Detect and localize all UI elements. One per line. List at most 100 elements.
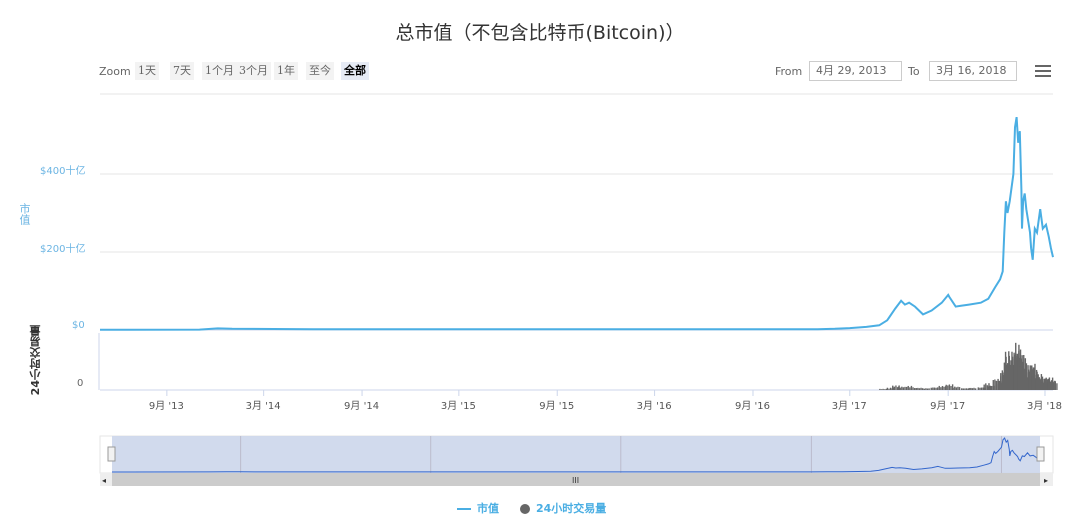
- xtick-label: 9月 '13: [148, 401, 184, 412]
- volume-bar: [964, 388, 966, 390]
- volume-bar: [897, 386, 900, 390]
- volume-bar: [1051, 381, 1053, 390]
- volume-bar: [1036, 378, 1039, 390]
- volume-bar: [1031, 376, 1034, 390]
- volume-bar: [982, 387, 984, 390]
- volume-bar: [892, 385, 894, 390]
- volume-bar: [1056, 383, 1058, 390]
- ytick-label: $400十亿: [40, 166, 86, 177]
- volume-bar: [879, 388, 881, 390]
- volume-bar: [985, 383, 987, 390]
- volume-bar: [1000, 373, 1002, 390]
- volume-bar: [940, 387, 942, 390]
- volume-bar: [910, 385, 913, 390]
- to-date-input[interactable]: 3月 16, 2018: [929, 61, 1017, 81]
- volume-bar: [1018, 352, 1020, 390]
- volume-bar: [973, 387, 975, 390]
- volume-bar: [932, 387, 934, 390]
- volume-bar: [930, 387, 932, 390]
- market-cap-line: [99, 116, 1054, 331]
- to-label: To: [908, 65, 920, 78]
- volume-bar: [977, 387, 980, 390]
- volume-bar: [935, 387, 937, 390]
- volume-bar: [1029, 365, 1031, 390]
- volume-bar: [905, 386, 908, 390]
- volume-bar: [895, 385, 897, 390]
- volume-bar: [954, 386, 956, 390]
- volume-bar: [979, 387, 981, 390]
- scrollbar-grip-icon: III: [572, 476, 579, 485]
- legend-item-volume[interactable]: 24小时交易量: [520, 500, 606, 516]
- legend-item-market-cap[interactable]: 市值: [457, 500, 499, 516]
- volume-bar: [970, 387, 972, 390]
- navigator-selection: [112, 436, 1040, 473]
- volume-bar: [990, 386, 993, 390]
- navigator-handle: [107, 446, 116, 462]
- xtick-label: 9月 '14: [344, 401, 380, 412]
- zoom-ytd-button[interactable]: 至今: [306, 62, 334, 80]
- volume-bar: [1033, 371, 1035, 390]
- volume-bar: [1002, 372, 1004, 390]
- zoom-1d-button[interactable]: 1天: [135, 62, 159, 80]
- volume-bar: [941, 385, 944, 390]
- hamburger-icon[interactable]: [1035, 65, 1051, 78]
- volume-bar: [952, 387, 954, 390]
- volume-bar: [1034, 374, 1036, 390]
- volume-bar: [1027, 365, 1029, 390]
- zoom-all-button[interactable]: 全部: [341, 62, 369, 80]
- volume-bar: [1054, 381, 1056, 390]
- volume-bar: [1004, 351, 1007, 390]
- volume-bar: [958, 387, 961, 390]
- ytick-label: $0: [72, 320, 85, 331]
- navigator-handle: [1036, 446, 1045, 462]
- volume-bar: [928, 388, 930, 390]
- volume-bar: [947, 385, 949, 390]
- volume-bar: [997, 384, 999, 390]
- volume-ytick-label: 0: [77, 378, 84, 389]
- volume-bar: [896, 387, 899, 390]
- volume-bar: [971, 388, 974, 390]
- volume-bar: [1007, 370, 1009, 390]
- zoom-3m-button[interactable]: 3个月: [236, 62, 271, 80]
- volume-bar: [920, 387, 922, 390]
- volume-bar: [907, 385, 909, 390]
- volume-bar: [987, 386, 990, 390]
- volume-bar: [992, 380, 994, 390]
- zoom-label: Zoom: [99, 65, 131, 78]
- volume-bar: [998, 380, 1000, 390]
- ytick-label: $200十亿: [40, 244, 86, 255]
- volume-bar: [936, 387, 939, 390]
- xtick-label: 3月 '17: [831, 401, 867, 412]
- xtick-label: 3月 '18: [1026, 401, 1062, 412]
- volume-bar: [1040, 378, 1042, 390]
- volume-bar: [918, 388, 921, 390]
- xtick-label: 9月 '17: [930, 401, 966, 412]
- legend-line-icon: [457, 508, 471, 510]
- volume-bar: [899, 387, 901, 390]
- volume-bar: [884, 389, 886, 390]
- volume-bar: [1013, 358, 1015, 390]
- volume-bar: [1047, 379, 1050, 390]
- volume-bar: [950, 385, 952, 390]
- volume-bar: [889, 387, 892, 390]
- volume-bar: [885, 388, 888, 390]
- scroll-right-icon: ▸: [1044, 476, 1048, 485]
- volume-bar: [904, 386, 906, 390]
- volume-bar: [926, 388, 929, 390]
- volume-bar: [1025, 372, 1028, 390]
- volume-bar: [974, 388, 977, 390]
- volume-bar: [1011, 356, 1014, 390]
- volume-bar: [1049, 381, 1052, 390]
- zoom-7d-button[interactable]: 7天: [170, 62, 194, 80]
- from-date-input[interactable]: 4月 29, 2013: [809, 61, 902, 81]
- zoom-1y-button[interactable]: 1年: [274, 62, 298, 80]
- volume-bar: [965, 388, 968, 390]
- volume-bar: [912, 387, 914, 390]
- volume-bar: [1021, 369, 1023, 390]
- zoom-1m-button[interactable]: 1个月: [202, 62, 237, 80]
- volume-bar: [880, 389, 883, 390]
- chart-title: 总市值（不包含比特币(Bitcoin)）: [395, 22, 685, 44]
- volume-bar: [1016, 360, 1018, 390]
